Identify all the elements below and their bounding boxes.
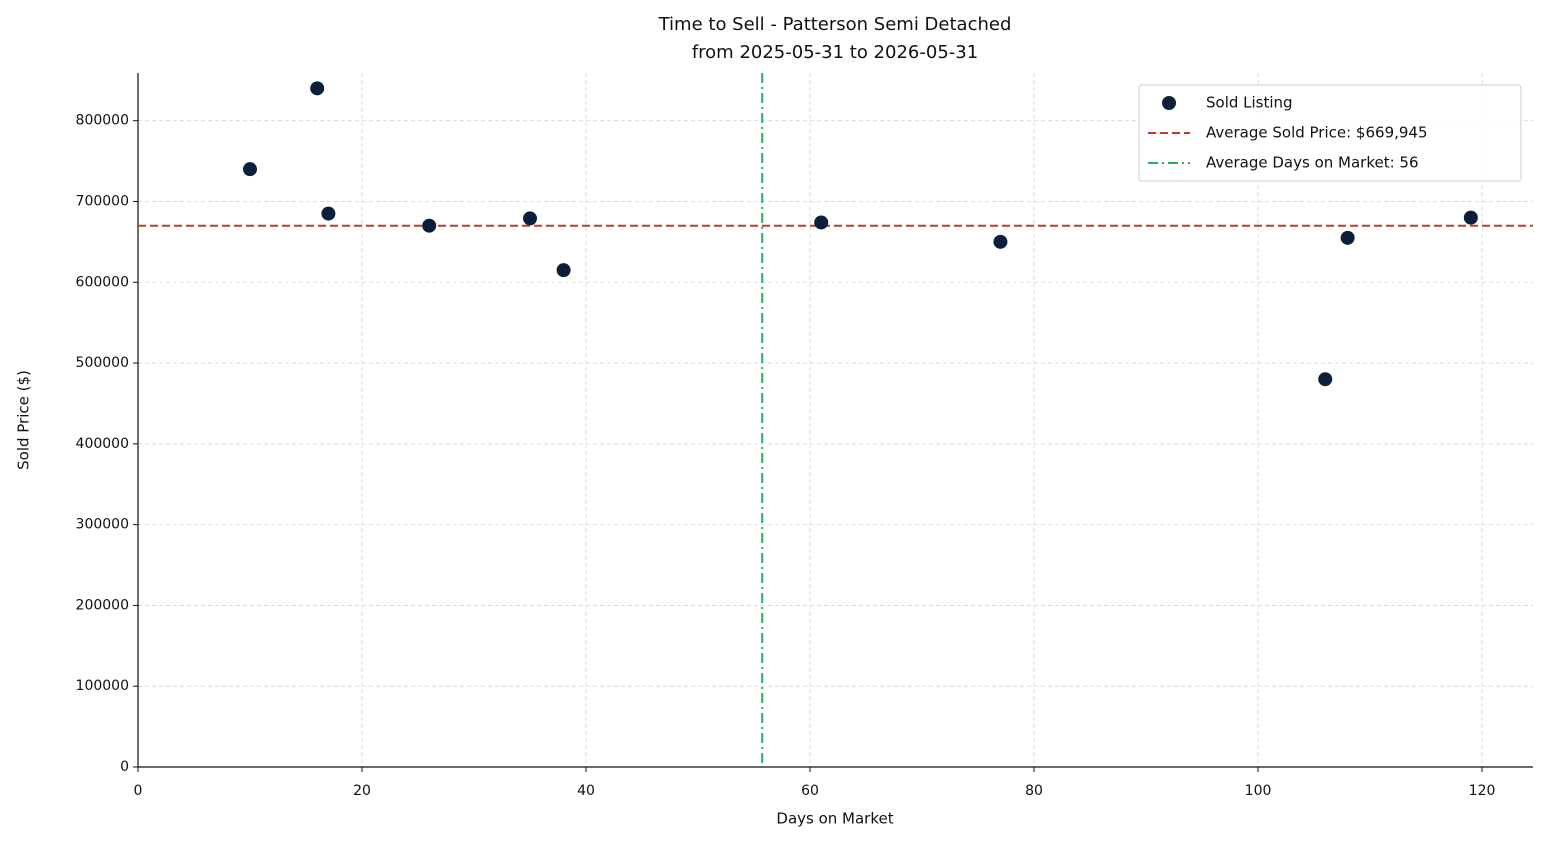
legend-label: Average Sold Price: $669,945	[1206, 124, 1428, 142]
x-tick-label: 120	[1469, 783, 1496, 799]
point	[993, 234, 1008, 249]
legend-marker	[1162, 96, 1176, 110]
point	[523, 211, 538, 226]
point	[310, 81, 325, 96]
y-tick-label: 400000	[76, 436, 129, 452]
point	[321, 206, 336, 221]
y-tick-label: 0	[120, 759, 129, 775]
point	[243, 162, 258, 177]
point	[422, 218, 437, 233]
y-tick-label: 800000	[76, 113, 129, 129]
point	[556, 263, 571, 278]
point	[1340, 230, 1355, 245]
x-axis-label: Days on Market	[776, 810, 893, 828]
x-tick-label: 40	[577, 783, 595, 799]
chart-subtitle: from 2025-05-31 to 2026-05-31	[692, 42, 978, 63]
x-tick-label: 20	[353, 783, 371, 799]
y-tick-label: 500000	[76, 355, 129, 371]
legend-box	[1138, 84, 1522, 182]
y-tick-label: 100000	[76, 678, 129, 694]
point	[1463, 210, 1478, 225]
legend-label: Sold Listing	[1206, 94, 1293, 112]
x-tick-label: 0	[134, 783, 143, 799]
legend-label: Average Days on Market: 56	[1206, 154, 1419, 172]
y-tick-label: 600000	[76, 274, 129, 290]
y-tick-label: 200000	[76, 597, 129, 613]
x-tick-label: 80	[1025, 783, 1043, 799]
y-axis-label: Sold Price ($)	[15, 370, 33, 470]
x-tick-label: 60	[801, 783, 819, 799]
point	[1318, 372, 1333, 387]
y-tick-label: 700000	[76, 193, 129, 209]
y-tick-label: 300000	[76, 517, 129, 533]
legend: Sold Listing Average Sold Price: $669,945…	[1138, 84, 1522, 182]
point	[814, 215, 829, 230]
chart-title: Time to Sell - Patterson Semi Detached	[658, 14, 1012, 35]
x-tick-label: 100	[1245, 783, 1272, 799]
